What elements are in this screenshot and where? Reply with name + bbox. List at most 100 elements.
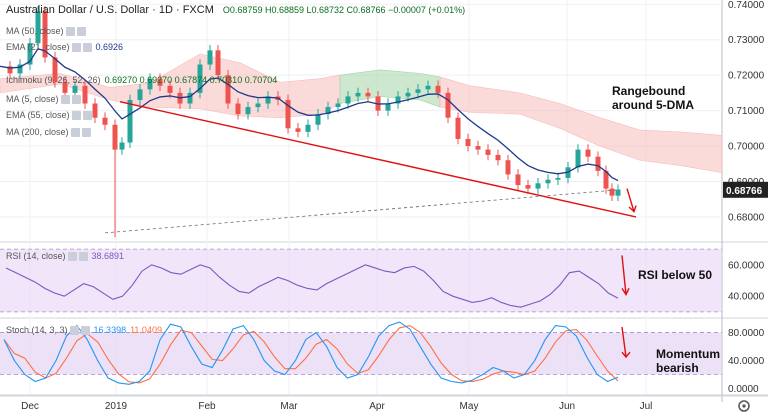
y-tick-label: 0.74000: [728, 0, 765, 11]
support-dashed-line: [104, 189, 621, 234]
rsi-arrow: [621, 255, 627, 295]
candle-body: [52, 57, 58, 83]
candle-body: [315, 114, 321, 125]
candle-body: [535, 183, 541, 189]
candle-body: [225, 75, 231, 104]
visibility-icon[interactable]: [78, 252, 88, 262]
x-tick-label: May: [460, 401, 479, 412]
visibility-icon[interactable]: [81, 128, 91, 138]
last-price-badge: [723, 181, 768, 198]
candle-body: [495, 154, 501, 161]
ichimoku-cloud: [0, 53, 723, 173]
candle-body: [245, 107, 251, 115]
cloud-segment: [439, 76, 723, 173]
annotation-momentum: Momentum bearish: [656, 347, 720, 375]
legend-ema55[interactable]: EMA (55, close): [6, 110, 92, 121]
candle-body: [603, 170, 609, 189]
candle-body: [92, 103, 98, 118]
legend-ma5[interactable]: MA (5, close): [6, 94, 81, 105]
downtrend-line: [119, 101, 637, 218]
rsi-tick-label: 60.0000: [728, 260, 765, 271]
legend-rsi[interactable]: RSI (14, close) 38.6891: [6, 251, 125, 262]
candle-body: [575, 149, 581, 168]
candle-body: [119, 142, 125, 150]
candle-body: [425, 85, 431, 90]
legend-ma50[interactable]: MA (50, close): [6, 26, 86, 37]
candle-body: [265, 96, 271, 104]
y-tick-label: 0.68000: [728, 212, 765, 223]
candle-body: [355, 92, 361, 97]
x-tick-label: Feb: [198, 401, 216, 412]
y-tick-label: 0.70000: [728, 142, 765, 153]
x-tick-label: Jun: [559, 401, 575, 412]
indicator-lines: [0, 47, 637, 234]
gear-icon: [738, 400, 750, 412]
candle-body: [325, 107, 331, 115]
candle-body: [62, 82, 68, 93]
candle-body: [72, 85, 78, 93]
candle-body: [147, 78, 153, 90]
legend-ichimoku[interactable]: Ichimoku (9, 26, 52, 26) 0.69270 0.69270 …: [6, 75, 278, 85]
legend-ema21[interactable]: EMA (21, close) 0.6926: [6, 42, 124, 53]
candle-body: [555, 177, 561, 180]
candle-body: [285, 99, 291, 129]
down-arrow-head: [628, 205, 637, 213]
rsi-arrow-head: [621, 287, 630, 297]
price-candles: [7, 6, 621, 238]
stoch-k-line: [3, 321, 619, 385]
x-tick-label: Jul: [640, 401, 653, 412]
candle-body: [27, 43, 33, 65]
stoch-band: [0, 332, 722, 375]
candle-body: [187, 92, 193, 104]
settings-icon[interactable]: [69, 326, 79, 336]
candle-body: [42, 11, 48, 58]
settings-icon[interactable]: [70, 128, 80, 138]
candle-body: [345, 96, 351, 104]
annotation-range: Rangebound around 5-DMA: [612, 84, 694, 112]
stoch-tick-label: 0.0000: [728, 384, 759, 395]
candle-body: [515, 174, 521, 186]
stoch-d-line: [3, 325, 619, 384]
visibility-icon[interactable]: [71, 95, 81, 105]
stoch-arrow: [621, 326, 627, 358]
candle-body: [305, 124, 311, 132]
chart-title: Australian Dollar / U.S. Dollar · 1D · F…: [6, 4, 466, 16]
cloud-segment: [339, 69, 441, 108]
oscillator-panes: [0, 248, 722, 385]
candle-body: [365, 92, 371, 97]
y-tick-label: 0.72000: [728, 71, 765, 82]
settings-icon[interactable]: [60, 95, 70, 105]
rsi-band: [0, 249, 722, 312]
settings-icon[interactable]: [67, 252, 77, 262]
candle-body: [235, 103, 241, 115]
candle-body: [127, 99, 133, 143]
candle-body: [7, 66, 13, 74]
settings-icon[interactable]: [65, 27, 75, 37]
candle-body: [485, 149, 491, 155]
settings-icon[interactable]: [71, 111, 81, 121]
candle-body: [197, 64, 203, 93]
legend-stoch[interactable]: Stoch (14, 3, 3) 16.3398 11.0409: [6, 325, 162, 336]
visibility-icon[interactable]: [82, 111, 92, 121]
x-tick-label: Apr: [369, 401, 385, 412]
candle-body: [17, 64, 23, 74]
x-tick-label: Dec: [21, 401, 39, 412]
ema21-line: [0, 47, 619, 182]
candle-body: [615, 189, 621, 196]
last-price-label: 0.68766: [726, 186, 763, 197]
candle-body: [157, 78, 163, 86]
axes: 0.740000.730000.720000.710000.700000.690…: [21, 0, 768, 412]
candle-body: [405, 92, 411, 97]
visibility-icon[interactable]: [82, 43, 92, 53]
y-tick-label: 0.71000: [728, 106, 765, 117]
legend-ma200[interactable]: MA (200, close): [6, 127, 91, 138]
candle-body: [505, 160, 511, 175]
stoch-tick-label: 40.0000: [728, 356, 765, 367]
visibility-icon[interactable]: [76, 27, 86, 37]
settings-icon[interactable]: [71, 43, 81, 53]
visibility-icon[interactable]: [80, 326, 90, 336]
candle-body: [445, 92, 451, 118]
candle-body: [335, 103, 341, 108]
candle-body: [385, 103, 391, 111]
